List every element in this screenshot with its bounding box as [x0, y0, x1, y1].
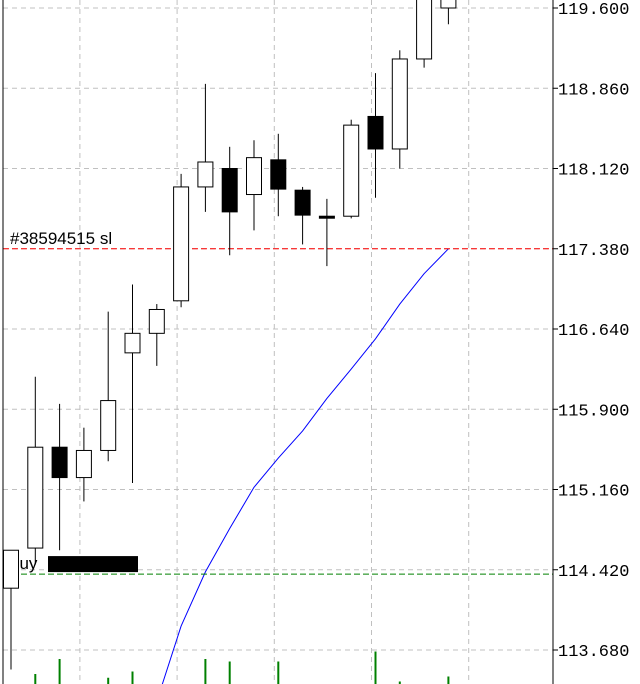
- candle[interactable]: [367, 73, 384, 198]
- candle-body: [391, 58, 408, 150]
- volume-bars: [34, 651, 450, 684]
- candle[interactable]: [197, 83, 214, 212]
- candle[interactable]: [3, 549, 19, 670]
- candle-body: [3, 549, 19, 589]
- buy-marker: [48, 556, 138, 573]
- candle-body: [416, 0, 433, 60]
- candle[interactable]: [51, 403, 68, 551]
- candle[interactable]: [100, 311, 117, 462]
- tick-label: 114.420: [558, 563, 629, 582]
- candle-body: [124, 332, 141, 354]
- candle[interactable]: [343, 119, 360, 219]
- candle-body: [270, 159, 287, 190]
- candle[interactable]: [75, 427, 92, 502]
- candle-body: [27, 446, 44, 549]
- moving-average-line: [161, 248, 449, 684]
- tick-label: 118.860: [558, 81, 629, 100]
- candles[interactable]: [3, 0, 457, 670]
- candle[interactable]: [318, 198, 335, 267]
- candle[interactable]: [440, 0, 457, 25]
- level-label: #38594515 sl: [10, 229, 112, 248]
- candle[interactable]: [294, 186, 311, 245]
- tick-label: 116.640: [558, 322, 629, 341]
- moving-average: [161, 248, 449, 684]
- candle-body: [318, 215, 335, 219]
- candle-body: [367, 115, 384, 150]
- candle-body: [51, 446, 68, 479]
- candle-body: [440, 0, 457, 9]
- candle-body: [75, 449, 92, 479]
- candle[interactable]: [148, 304, 165, 366]
- tick-label: 117.380: [558, 242, 629, 261]
- candle[interactable]: [416, 0, 433, 68]
- candle[interactable]: [173, 173, 190, 308]
- candle[interactable]: [270, 133, 287, 217]
- candle[interactable]: [221, 146, 238, 256]
- candle-body: [246, 157, 262, 196]
- candle-body: [343, 124, 360, 217]
- candle[interactable]: [246, 140, 262, 231]
- candle[interactable]: [124, 284, 141, 483]
- candle-body: [100, 400, 117, 451]
- candle-body: [197, 161, 214, 188]
- candle[interactable]: [391, 50, 408, 169]
- tick-label: 118.120: [558, 162, 629, 181]
- tick-label: 115.900: [558, 402, 629, 421]
- candle-body: [221, 168, 238, 213]
- tick-label: 115.160: [558, 483, 629, 502]
- grid: [3, 0, 553, 684]
- candle-body: [148, 308, 165, 334]
- tick-label: 119.600: [558, 1, 629, 20]
- candle[interactable]: [27, 376, 44, 565]
- candle-body: [173, 186, 190, 302]
- price-axis: 119.600 118.860 118.120 117.380 116.640 115.9…: [2, 0, 629, 684]
- candle-body: [294, 189, 311, 216]
- tick-label: 113.680: [558, 643, 629, 662]
